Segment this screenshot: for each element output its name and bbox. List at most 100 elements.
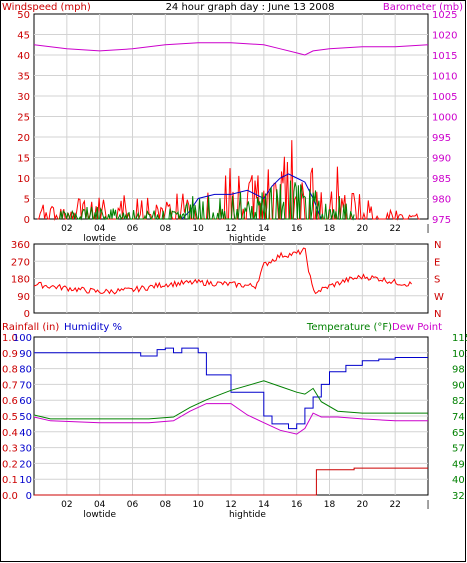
- wind-direction-line: [33, 247, 412, 295]
- x-tick-label: 12: [225, 500, 236, 510]
- y-tick-label: 10: [17, 174, 30, 185]
- y-tick-label: 45: [17, 31, 30, 42]
- rain-tick-label: 0.6: [2, 396, 18, 407]
- compass-tick-label: E: [434, 257, 440, 268]
- tide-label: hightide: [229, 234, 266, 244]
- x-tick-label: 02: [61, 500, 72, 510]
- compass-tick-label: N: [434, 240, 441, 251]
- humidity-tick-label: 40: [19, 428, 32, 439]
- y-tick-label: 20: [17, 133, 30, 144]
- x-end-mark: |: [426, 500, 429, 510]
- temperature-line: [33, 380, 428, 420]
- rainfall-line: [34, 467, 428, 496]
- x-tick-label: 20: [357, 224, 369, 234]
- temp-tick-label: 82: [452, 396, 465, 407]
- y-tick-label: 50: [17, 10, 30, 21]
- rain-tick-label: 0.0: [2, 491, 18, 502]
- x-tick-label: 14: [258, 224, 270, 234]
- humidity-tick-label: 90: [19, 349, 32, 360]
- humidity-tick-label: 70: [19, 380, 32, 391]
- rain-tick-label: 0.3: [2, 444, 18, 455]
- x-tick-label: 06: [127, 500, 139, 510]
- y2-tick-label: 1005: [432, 92, 457, 103]
- temperature-label: Temperature (°F): [306, 322, 392, 333]
- y2-tick-label: 1020: [432, 31, 457, 42]
- humidity-tick-label: 30: [19, 444, 32, 455]
- humidity-label: Humidity %: [64, 322, 122, 333]
- x-tick-label: 18: [324, 224, 336, 234]
- y-tick-label: 0: [24, 215, 30, 226]
- x-tick-label: 04: [94, 500, 106, 510]
- x-tick-label: 14: [258, 500, 270, 510]
- temp-tick-label: 115: [452, 333, 467, 344]
- chart-title: 24 hour graph day : June 13 2008: [166, 2, 335, 13]
- temp-tick-label: 49: [452, 459, 465, 470]
- temp-tick-label: 90: [452, 380, 465, 391]
- x-tick-label: 08: [160, 224, 172, 234]
- humidity-tick-label: 50: [19, 412, 32, 423]
- y2-tick-label: 990: [432, 154, 451, 165]
- x-tick-label: 08: [160, 500, 172, 510]
- y2-tick-label: 1000: [432, 113, 457, 124]
- barometer-label: Barometer (mb): [383, 2, 463, 13]
- x-tick-label: 20: [357, 500, 369, 510]
- y2-tick-label: 1010: [432, 72, 457, 83]
- tide-label: hightide: [229, 510, 266, 520]
- y2-tick-label: 975: [432, 215, 451, 226]
- x-tick-label: 18: [324, 500, 336, 510]
- x-tick-label: 06: [127, 224, 139, 234]
- x-end-mark: |: [426, 224, 429, 234]
- humidity-tick-label: 10: [19, 475, 32, 486]
- direction-tick-label: 360: [11, 240, 30, 251]
- y2-tick-label: 980: [432, 195, 451, 206]
- direction-tick-label: 270: [11, 257, 30, 268]
- dewpoint-label: Dew Point: [392, 322, 442, 333]
- humidity-line: [34, 347, 428, 430]
- humidity-tick-label: 0: [26, 491, 32, 502]
- x-tick-label: 10: [192, 500, 204, 510]
- temp-tick-label: 107: [452, 349, 467, 360]
- y-tick-label: 40: [17, 51, 30, 62]
- rain-tick-label: 0.5: [2, 412, 18, 423]
- temp-tick-label: 65: [452, 428, 465, 439]
- wind-barometer-panel: 0510152025303540455097598098599099510001…: [17, 10, 457, 244]
- humidity-tick-label: 60: [19, 396, 32, 407]
- humidity-tick-label: 100: [13, 333, 32, 344]
- average-line: [181, 173, 322, 220]
- direction-tick-label: 90: [17, 292, 30, 303]
- temp-tick-label: 32: [452, 491, 465, 502]
- windspeed-label: Windspeed (mph): [2, 2, 91, 13]
- x-tick-label: 04: [94, 224, 106, 234]
- rain-tick-label: 0.1: [2, 475, 18, 486]
- x-tick-label: 16: [291, 224, 303, 234]
- rain-tick-label: 0.2: [2, 459, 18, 470]
- x-tick-label: 22: [389, 500, 400, 510]
- y-tick-label: 5: [24, 195, 30, 206]
- y2-tick-label: 1015: [432, 51, 457, 62]
- humidity-tick-label: 20: [19, 459, 32, 470]
- y2-tick-label: 1025: [432, 10, 457, 21]
- x-tick-label: 16: [291, 500, 303, 510]
- rainfall-label: Rainfall (in): [2, 322, 59, 333]
- temp-tick-label: 98: [452, 365, 465, 376]
- x-tick-label: 22: [389, 224, 400, 234]
- x-tick-label: 02: [61, 224, 72, 234]
- y2-tick-label: 985: [432, 174, 451, 185]
- temp-tick-label: 40: [452, 475, 465, 486]
- y-tick-label: 25: [17, 113, 30, 124]
- y-tick-label: 30: [17, 92, 30, 103]
- x-tick-label: 10: [192, 224, 204, 234]
- temp-tick-label: 57: [452, 444, 465, 455]
- compass-tick-label: S: [434, 275, 440, 286]
- humidity-tick-label: 80: [19, 365, 32, 376]
- tide-label: lowtide: [83, 510, 116, 520]
- humidity-temperature-panel: 0.0 0.1 0.2 0.3 0.4 0.5 0.6 0.7 0.8 0.9 1.0 0 10 20 30…: [2, 333, 467, 520]
- y-tick-label: 35: [17, 72, 30, 83]
- direction-tick-label: 180: [11, 275, 30, 286]
- temp-tick-label: 74: [452, 412, 465, 423]
- direction-tick-label: 0: [24, 309, 30, 320]
- rain-tick-label: 0.4: [2, 428, 18, 439]
